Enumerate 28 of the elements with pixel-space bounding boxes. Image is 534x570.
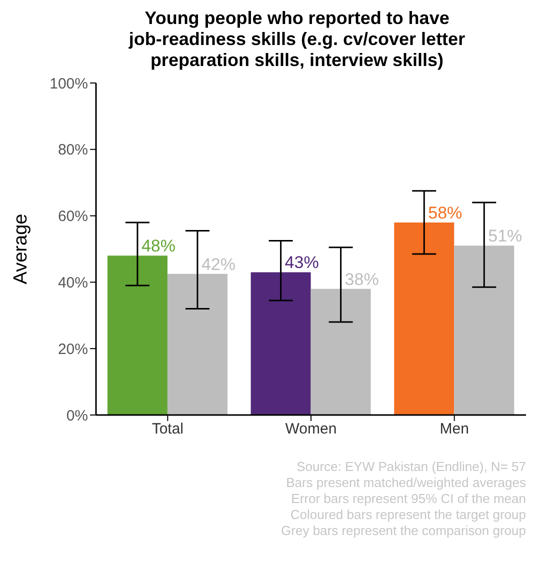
- bar: [394, 222, 454, 415]
- x-tick-label: Total: [152, 420, 184, 438]
- bar: [167, 274, 228, 415]
- y-tick-label: 60%: [58, 208, 88, 226]
- data-label: 58%: [428, 203, 462, 222]
- bar: [310, 288, 371, 415]
- text: Coloured bars represent the target group: [289, 507, 526, 523]
- y-tick-label: 0%: [66, 407, 88, 424]
- source-note: Source: EYW Pakistan (Endline), N= 57: [296, 459, 526, 475]
- bar: [454, 246, 514, 415]
- y-tick-label: 100%: [50, 75, 88, 92]
- text: Error bars represent 95% CI of the mean: [290, 491, 526, 507]
- y-axis-title: Average: [10, 214, 32, 284]
- data-label: 42%: [201, 254, 236, 274]
- x-tick-label: Women: [285, 420, 337, 438]
- bar: [250, 272, 311, 415]
- data-label: 51%: [488, 226, 522, 246]
- x-tick-label: Men: [440, 420, 469, 438]
- bar: [107, 256, 168, 415]
- data-label: 38%: [344, 270, 379, 289]
- text: Grey bars represent the comparison group: [280, 523, 526, 539]
- data-label: 48%: [141, 236, 176, 256]
- text: Bars present matched/weighted averages: [285, 475, 526, 491]
- data-label: 43%: [284, 253, 319, 272]
- y-tick-label: 80%: [58, 142, 88, 159]
- y-tick-label: 20%: [58, 340, 88, 358]
- chart-title: Young people who reported to have job-readiness skills (e.g. cv/cover letter preparation skills, interview skills): [128, 8, 466, 71]
- y-tick-label: 40%: [58, 274, 88, 292]
